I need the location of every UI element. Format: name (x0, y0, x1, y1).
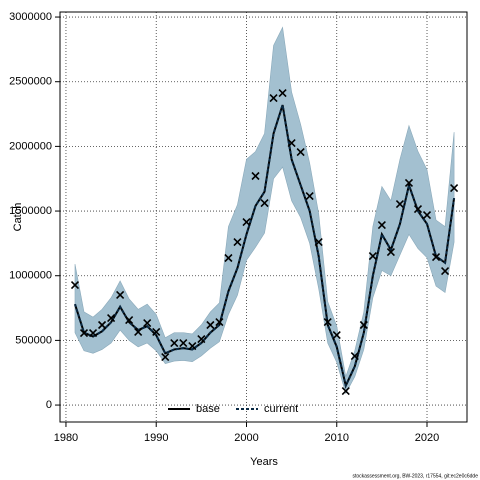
observed-point (88, 328, 98, 338)
observed-point (413, 205, 423, 214)
observed-point (251, 171, 260, 181)
observed-point (305, 191, 314, 201)
observed-point (422, 210, 432, 220)
observed-point (323, 317, 332, 327)
observed-point (296, 148, 305, 157)
footer: stockassessment.org, BW-2023, r17554, gi… (352, 473, 478, 479)
observed-point (260, 198, 269, 208)
y-tick-label: 500000 (15, 334, 52, 346)
observed-point (197, 335, 206, 344)
observed-point (441, 266, 450, 276)
observed-point (188, 342, 197, 351)
observed-point (97, 320, 107, 330)
observed-point (170, 339, 179, 348)
observed-point (161, 353, 170, 362)
observed-point (269, 93, 278, 103)
observed-point (341, 387, 350, 396)
observed-point (224, 253, 233, 263)
observed-point (431, 253, 441, 262)
plot-frame (59, 11, 468, 423)
observed-point (278, 89, 287, 98)
x-axis-label: Years (250, 456, 278, 468)
y-tick-label: 3000000 (9, 11, 52, 23)
x-tick-label: 1990 (144, 432, 168, 444)
observed-point (450, 183, 459, 193)
confidence-band (74, 26, 455, 395)
observed-point (287, 138, 296, 148)
observed-point (386, 247, 395, 257)
legend-label: base (196, 403, 220, 415)
observed-point (368, 251, 377, 261)
observed-point (143, 318, 152, 328)
observed-point (350, 351, 359, 361)
observed-point (152, 327, 161, 337)
observed-point (359, 320, 368, 330)
observed-point (134, 327, 143, 337)
observed-point (107, 313, 116, 323)
observed-point (404, 178, 414, 188)
observed-point (215, 317, 224, 327)
observed-point (377, 220, 386, 230)
observed-point (70, 280, 80, 290)
observed-point (179, 339, 188, 348)
observed-point (242, 217, 251, 227)
legend-label: current (264, 403, 298, 415)
x-tick-label: 1980 (54, 432, 78, 444)
series-line (74, 104, 456, 389)
y-axis-label: Catch (12, 203, 24, 232)
observed-point (206, 320, 215, 330)
x-tick-label: 2020 (415, 432, 439, 444)
observed-point (332, 331, 341, 340)
y-tick-label: 1000000 (9, 270, 52, 282)
observed-point (314, 238, 323, 247)
observed-point (79, 328, 89, 338)
y-tick-label: 0 (46, 399, 52, 411)
x-tick-label: 2000 (234, 432, 258, 444)
observed-point (233, 238, 242, 247)
y-tick-label: 1500000 (9, 205, 52, 217)
y-tick-label: 2500000 (9, 76, 52, 88)
observed-point (125, 316, 134, 325)
observed-point (116, 290, 125, 300)
x-tick-label: 2010 (325, 432, 349, 444)
y-tick-label: 2000000 (9, 140, 52, 152)
observed-point (395, 200, 404, 209)
